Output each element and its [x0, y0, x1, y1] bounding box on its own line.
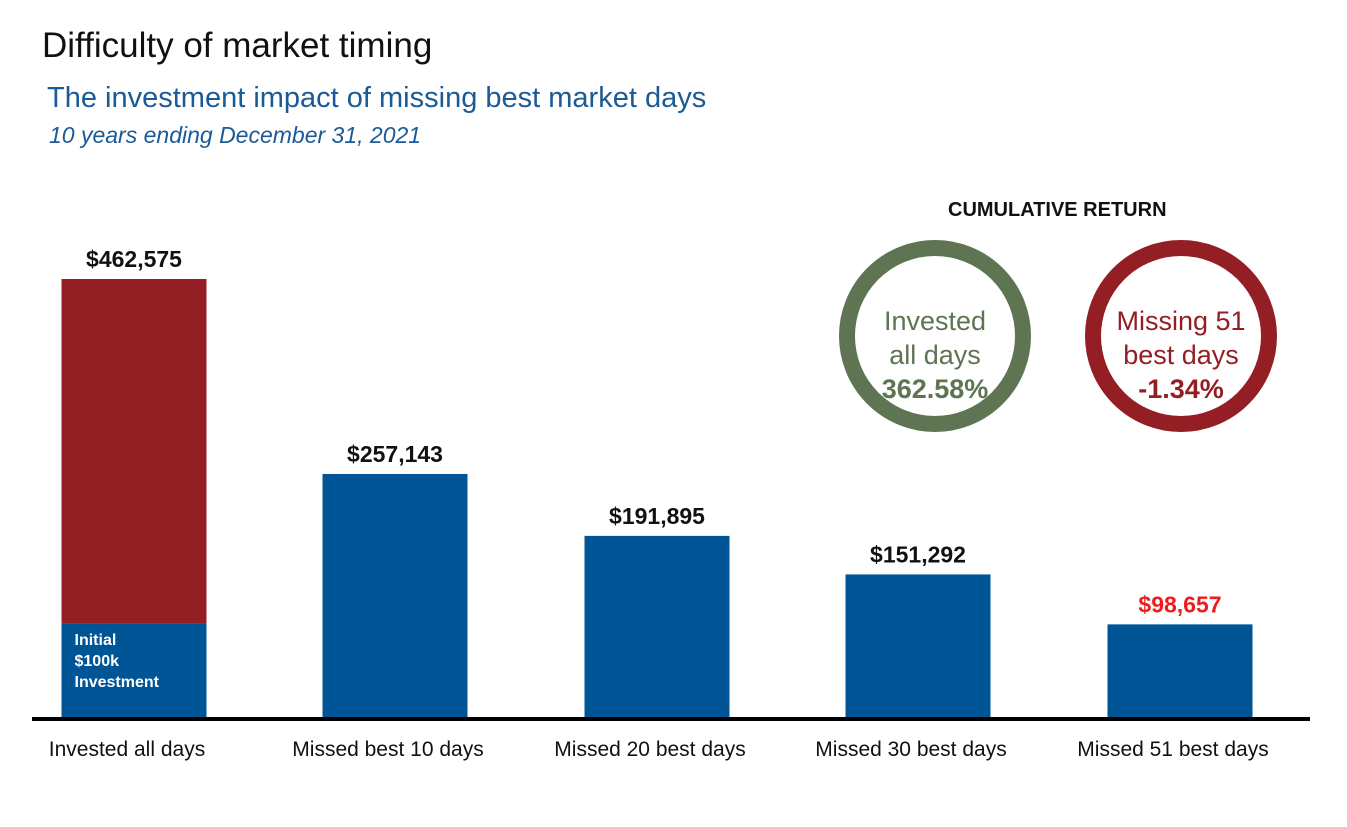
- invested-ring-line1: Invested: [883, 306, 987, 336]
- chart-title: Difficulty of market timing: [42, 26, 433, 65]
- category-label: Invested all days: [49, 738, 205, 761]
- missing-ring-value: -1.34%: [1138, 374, 1224, 404]
- bar-value-label: $191,895: [609, 503, 705, 529]
- category-label: Missed 30 best days: [815, 738, 1006, 761]
- chart-subtitle: The investment impact of missing best ma…: [47, 82, 707, 114]
- initial-investment-label: Investment: [75, 674, 160, 691]
- missing-ring-line1: Missing 51: [1116, 306, 1246, 336]
- category-label: Missed best 10 days: [292, 738, 483, 761]
- category-label: Missed 51 best days: [1077, 738, 1268, 761]
- missing-ring-line2: best days: [1123, 340, 1239, 370]
- bar-initial-segment: [61, 623, 207, 718]
- invested-ring-line2: all days: [889, 340, 981, 370]
- bar: [584, 535, 730, 718]
- initial-investment-label: $100k: [75, 653, 120, 670]
- missing-ring-text: Missing 51 best days -1.34%: [1101, 304, 1261, 406]
- bar-value-label: $98,657: [1138, 591, 1221, 617]
- bar: [845, 574, 991, 718]
- bar-gain-segment: [61, 279, 207, 624]
- bar: [1107, 624, 1253, 718]
- bar-value-label: $257,143: [347, 441, 443, 467]
- bar-value-label: $462,575: [86, 246, 182, 272]
- bar: [322, 473, 468, 718]
- period-label: 10 years ending December 31, 2021: [49, 122, 422, 148]
- category-label: Missed 20 best days: [554, 738, 745, 761]
- initial-investment-label: Initial: [75, 632, 117, 649]
- invested-ring-value: 362.58%: [881, 374, 989, 404]
- bar-value-label: $151,292: [870, 541, 966, 567]
- cumulative-return-title: CUMULATIVE RETURN: [948, 199, 1167, 221]
- invested-ring-text: Invested all days 362.58%: [855, 304, 1015, 406]
